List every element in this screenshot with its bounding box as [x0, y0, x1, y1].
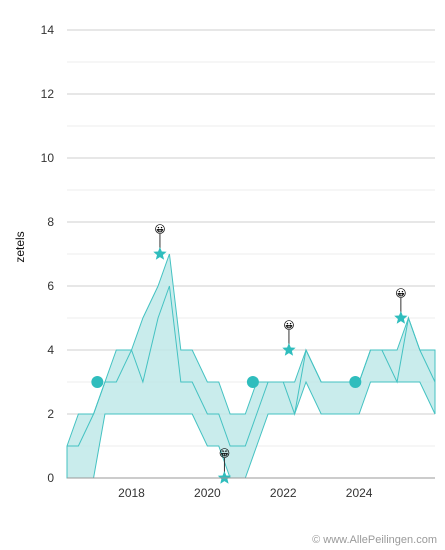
y-axis-label: zetels: [13, 231, 27, 262]
event-dot: [91, 376, 104, 388]
event-star: [217, 471, 232, 484]
event-dot: [349, 376, 362, 388]
emoji-icon: 😀: [395, 288, 406, 300]
copyright-credit[interactable]: © www.AllePeilingen.com: [312, 534, 437, 546]
series-line: [67, 285, 436, 447]
y-tick-label: 12: [41, 87, 55, 101]
x-tick-label: 2020: [194, 486, 221, 500]
y-tick-label: 2: [47, 407, 54, 421]
seat-range-band: [66, 253, 436, 479]
emoji-icon: 😀: [154, 224, 165, 236]
grid-lines: [67, 29, 435, 447]
event-dot: [246, 376, 259, 388]
emoji-icon: 😁: [219, 448, 230, 460]
emoji-icon: 😀: [283, 320, 294, 332]
y-tick-label: 6: [47, 279, 54, 293]
event-star: [282, 343, 296, 356]
y-tick-label: 4: [47, 343, 54, 357]
y-tick-label: 10: [41, 151, 55, 165]
event-markers: 😀 😁 😀 😀: [91, 224, 408, 484]
y-tick-label: 14: [41, 23, 55, 37]
event-star: [394, 311, 408, 324]
event-star: [153, 247, 167, 260]
y-axis-ticks: 0 2 4 6 8 10 12 14: [41, 23, 55, 485]
series-lines: [67, 285, 436, 447]
y-tick-label: 0: [47, 471, 54, 485]
x-tick-label: 2024: [346, 486, 373, 500]
x-tick-label: 2018: [118, 486, 145, 500]
range-band-area: [66, 253, 436, 479]
x-axis-ticks: 2018 2020 2022 2024: [118, 486, 373, 500]
x-tick-label: 2022: [270, 486, 297, 500]
y-tick-label: 8: [47, 215, 54, 229]
